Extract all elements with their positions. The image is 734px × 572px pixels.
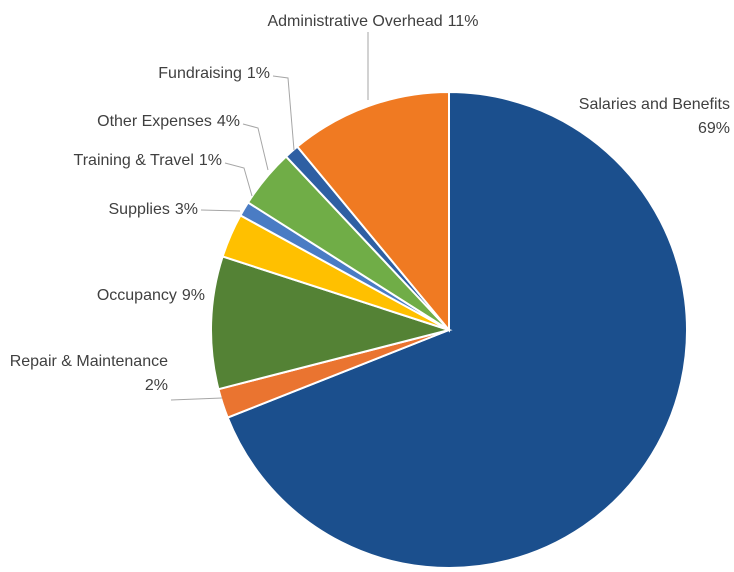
value-label: 4%: [217, 113, 240, 130]
slice-label: Salaries and Benefits 69%: [579, 96, 730, 137]
category-label: Fundraising: [158, 65, 242, 82]
slice-label: Other Expenses 4%: [97, 113, 240, 130]
slice-label: Occupancy 9%: [97, 287, 205, 304]
category-label: Other Expenses: [97, 113, 212, 130]
category-label: Salaries and Benefits: [579, 96, 730, 113]
slice-label: Repair & Maintenance 2%: [10, 353, 168, 394]
category-label: Occupancy: [97, 287, 177, 304]
pie-slice: [210, 255, 453, 391]
value-label: 1%: [199, 152, 222, 169]
leader-line: [242, 123, 269, 171]
leader-line: [224, 162, 253, 197]
pie-slice: [295, 90, 450, 333]
leader-line: [170, 397, 223, 401]
category-label: Repair & Maintenance: [10, 353, 168, 370]
value-label: 1%: [247, 65, 270, 82]
slice-label: Training & Travel 1%: [74, 152, 222, 169]
value-label: 2%: [145, 377, 168, 394]
slice-label: Supplies 3%: [109, 201, 199, 218]
value-label: 69%: [698, 120, 730, 137]
slice-label: Administrative Overhead 11%: [267, 13, 478, 30]
category-label: Training & Travel: [74, 152, 194, 169]
slice-label: Fundraising 1%: [158, 65, 270, 82]
leader-line: [272, 75, 295, 151]
value-label: 9%: [182, 287, 205, 304]
pie-slice: [226, 90, 688, 569]
category-label: Supplies: [109, 201, 170, 218]
leader-line: [200, 209, 241, 212]
value-label: 11%: [448, 13, 479, 30]
value-label: 3%: [175, 201, 198, 218]
category-label: Administrative Overhead: [267, 13, 442, 30]
